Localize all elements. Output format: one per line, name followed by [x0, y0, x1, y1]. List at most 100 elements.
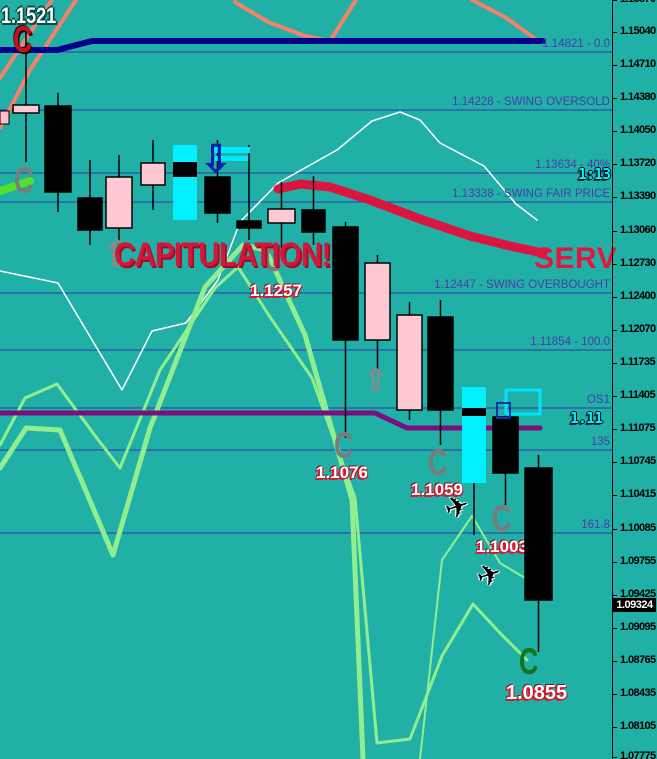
axis-tick-label: 1.14380	[620, 91, 656, 103]
level-label: 1.13338 - SWING FAIR PRICE	[452, 188, 610, 200]
candle-body	[462, 408, 486, 416]
axis-tick-label: 1.09755	[620, 555, 656, 567]
green-thin-line	[0, 265, 529, 745]
led-price-display: 1.11	[570, 409, 603, 427]
axis-tick-mark	[612, 694, 617, 695]
axis-tick-mark	[612, 330, 617, 331]
rect-marker	[215, 156, 248, 161]
candle-body	[427, 316, 454, 411]
candle-highlight-range	[173, 145, 197, 220]
axis-tick-label: 1.10085	[620, 522, 656, 534]
annotation-text: 1.1257	[250, 281, 302, 300]
axis-tick-mark	[612, 197, 617, 198]
current-price-tag: 1.09324	[613, 598, 656, 612]
candle-body	[332, 226, 359, 341]
axis-tick-label: 1.14050	[620, 124, 656, 136]
axis-tick-label: 1.12400	[620, 290, 656, 302]
candle-body	[396, 314, 423, 411]
axis-tick-label: 1.12730	[620, 257, 656, 269]
axis-tick-label: 1.13060	[620, 224, 656, 236]
navy-ma-thick-line	[0, 38, 546, 53]
up-arrow-icon: ⇧	[363, 364, 389, 397]
green-small-line	[419, 515, 526, 759]
red-ma-curve-line	[273, 179, 548, 258]
down-arrow-icon: ⇩	[200, 139, 232, 181]
axis-tick-label: 1.11405	[620, 389, 656, 401]
axis-tick-label: 1.13390	[620, 190, 656, 202]
axis-tick-label: 1.12070	[620, 323, 656, 335]
annotation-text: 1.1059	[411, 480, 463, 499]
axis-tick-mark	[612, 131, 617, 132]
white-zigzag-line	[0, 111, 538, 391]
coral-diag-2-line	[0, 0, 78, 130]
axis-tick-label: 1.09425	[620, 588, 656, 600]
level-label: 1.11854 - 100.0	[530, 336, 610, 348]
hollow-rect-marker	[496, 402, 511, 419]
coral-v-line	[233, 0, 358, 43]
axis-tick-mark	[612, 661, 617, 662]
candle-body	[12, 104, 40, 114]
axis-tick-mark	[612, 562, 617, 563]
annotation-text: 1.1076	[316, 463, 368, 482]
axis-tick-mark	[612, 363, 617, 364]
axis-tick-mark	[612, 32, 617, 33]
up-arrow-ghost-icon: ⇧	[102, 233, 133, 274]
level-label: 1.14821 - 0.0	[542, 38, 610, 50]
axis-tick-label: 1.14710	[620, 58, 656, 70]
candle-body	[236, 220, 262, 229]
level-label: 1.14228 - SWING OVERSOLD	[452, 96, 610, 108]
axis-tick-label: 1.10415	[620, 488, 656, 500]
lime-segment-line	[0, 177, 34, 195]
level-label: 135	[590, 436, 610, 448]
axis-tick-label: 1.11075	[620, 422, 656, 434]
candle-body	[267, 208, 296, 224]
level-label: 1.13634 - 40%	[535, 159, 610, 171]
axis-tick-label: 1.09095	[620, 621, 656, 633]
annotation-text: 1.1521	[1, 3, 57, 28]
axis-tick-label: 1.08105	[620, 720, 656, 732]
axis-tick-mark	[612, 595, 617, 596]
annotation-text: C	[492, 498, 512, 539]
candle-body	[105, 176, 133, 229]
axis-tick-label: 1.15040	[620, 25, 656, 37]
level-label: 1.12447 - SWING OVERBOUGHT	[434, 279, 610, 291]
annotation-text: C	[13, 19, 33, 60]
rect-marker	[0, 110, 10, 125]
candle-highlight-range	[462, 387, 486, 483]
axis-tick-mark	[612, 757, 617, 758]
annotation-text: CAPITULATION!	[114, 236, 331, 274]
axis-tick-mark	[612, 98, 617, 99]
axis-tick-mark	[612, 462, 617, 463]
axis-tick-label: 1.07775	[620, 750, 656, 759]
candle-body	[44, 105, 72, 193]
annotation-text: C	[428, 442, 448, 483]
axis-tick-mark	[612, 628, 617, 629]
axis-tick-mark	[612, 65, 617, 66]
axis-tick-mark	[612, 0, 617, 1]
axis-tick-label: 1.10745	[620, 455, 656, 467]
candle-body	[173, 162, 197, 177]
axis-tick-mark	[612, 264, 617, 265]
annotation-text: 1.0855	[506, 682, 568, 704]
green-thick-line	[0, 242, 366, 759]
coral-right-line	[470, 0, 539, 42]
axis-tick-label: 1.13720	[620, 157, 656, 169]
axis-tick-mark	[612, 495, 617, 496]
axis-tick-label: 1.15370	[620, 0, 656, 5]
annotation-text: C	[334, 425, 354, 466]
axis-tick-label: 1.08435	[620, 687, 656, 699]
axis-tick-mark	[612, 396, 617, 397]
candle-body	[204, 176, 231, 214]
candle-body	[301, 209, 326, 233]
axis-tick-mark	[612, 727, 617, 728]
led-price-display: 1:13	[578, 165, 611, 183]
axis-tick-label: 1.08765	[620, 654, 656, 666]
axis-tick-mark	[612, 297, 617, 298]
candle-body	[524, 467, 553, 601]
